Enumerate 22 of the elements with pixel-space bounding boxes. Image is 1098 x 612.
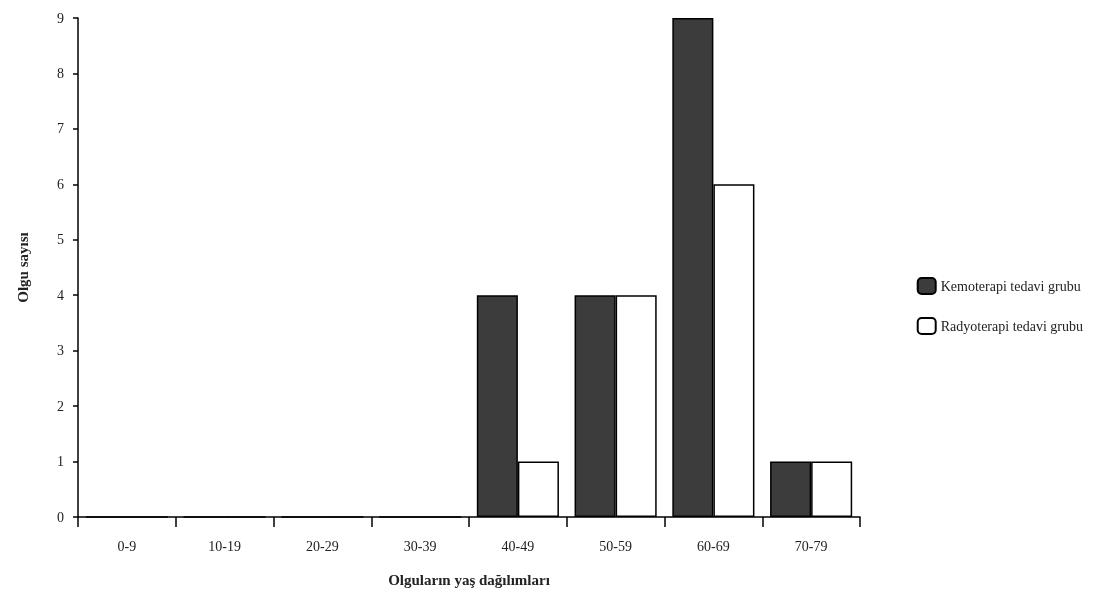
- y-tick-label: 3: [57, 343, 64, 359]
- x-tick-label: 0-9: [117, 538, 137, 554]
- x-tick-label: 70-79: [794, 538, 828, 554]
- y-tick-label: 0: [57, 509, 64, 525]
- x-tick-label: 50-59: [599, 538, 632, 554]
- x-tick-label: 60-69: [697, 538, 730, 554]
- y-tick-label: 7: [57, 121, 64, 137]
- y-tick-label: 5: [57, 232, 64, 248]
- x-tick-label: 10-19: [208, 538, 241, 554]
- y-tick-label: 1: [57, 454, 64, 470]
- y-tick-label: 8: [57, 65, 64, 81]
- y-tick-label: 2: [57, 398, 64, 414]
- x-axis-title: Olguların yaş dağılımları: [388, 571, 550, 588]
- y-axis-title: Olgu sayısı: [14, 232, 31, 303]
- legend-label: Radyoterapi tedavi grubu: [940, 318, 1084, 334]
- y-tick-label: 9: [57, 10, 64, 26]
- y-tick-label: 6: [57, 176, 64, 192]
- x-tick-label: 40-49: [501, 538, 535, 554]
- x-tick-label: 30-39: [403, 538, 437, 554]
- legend-label: Kemoterapi tedavi grubu: [940, 278, 1081, 294]
- y-tick-label: 4: [57, 287, 64, 303]
- x-tick-label: 20-29: [306, 538, 339, 554]
